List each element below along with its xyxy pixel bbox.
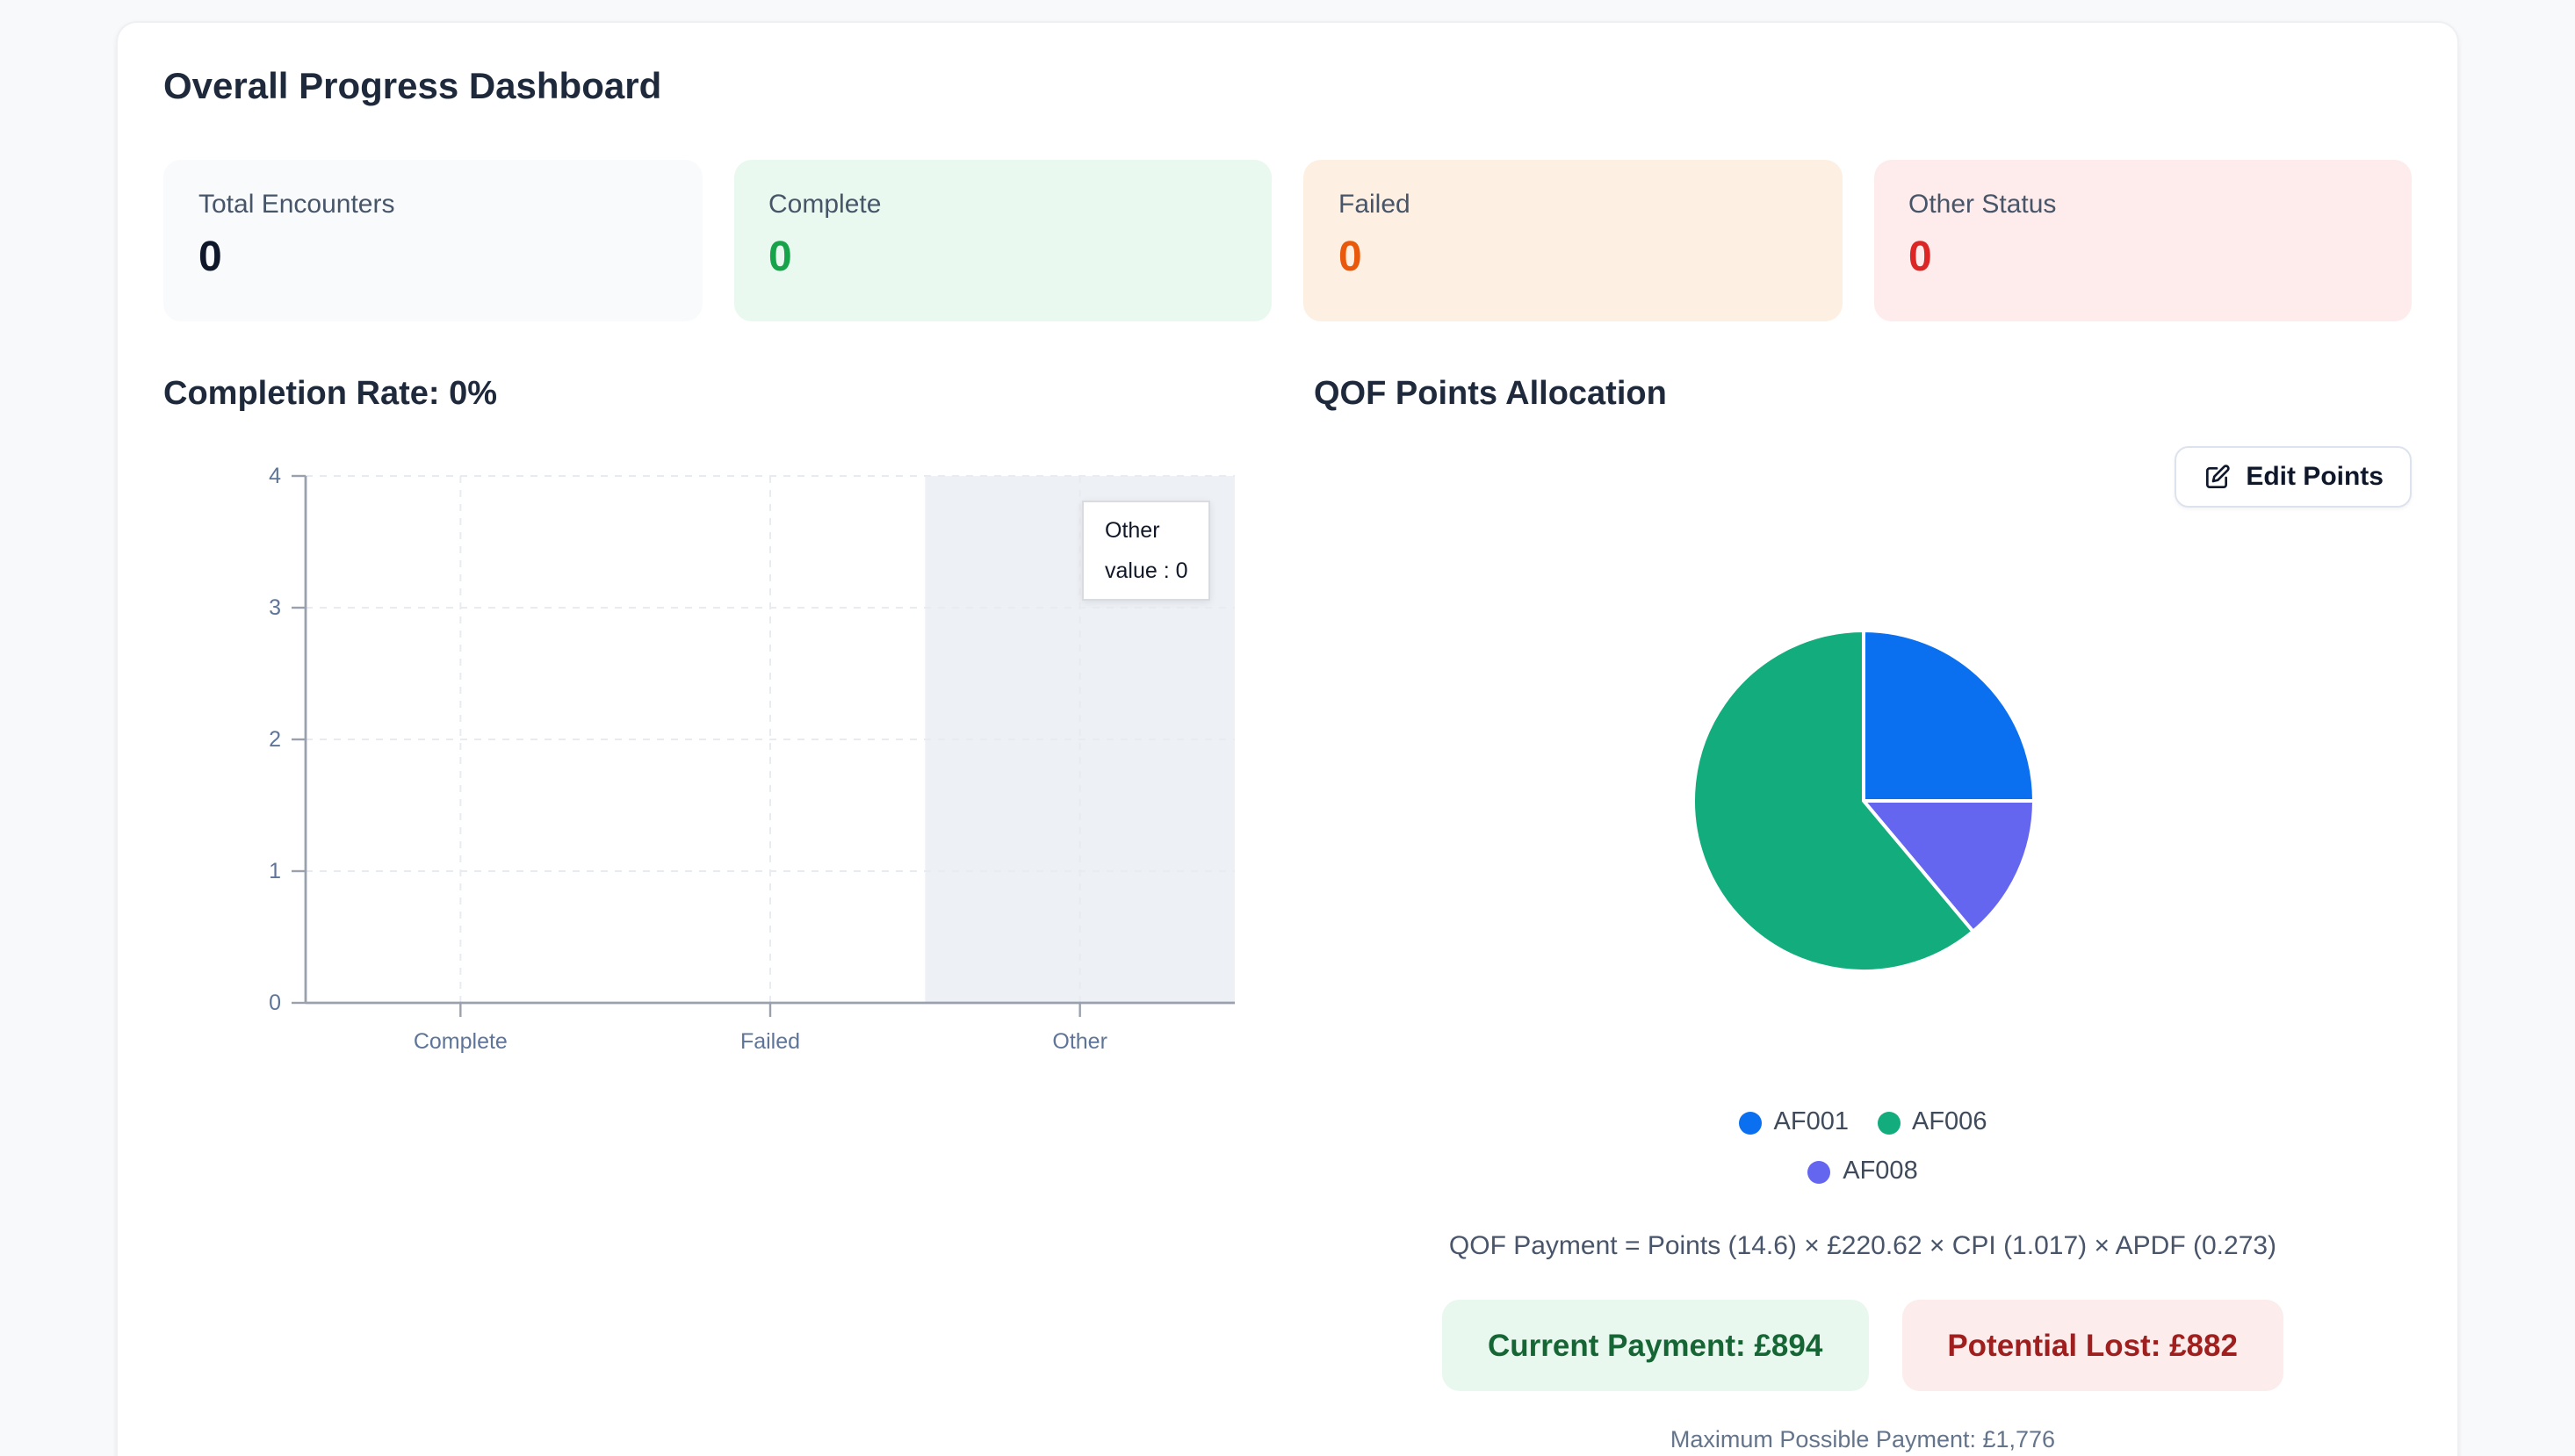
svg-text:4: 4 xyxy=(269,464,281,488)
svg-text:2: 2 xyxy=(269,727,281,752)
legend-item-af006[interactable]: AF006 xyxy=(1877,1108,1987,1136)
pie-chart-canvas[interactable] xyxy=(1687,625,2038,985)
qof-heading: QOF Points Allocation xyxy=(1314,376,1667,413)
stat-value: 0 xyxy=(1338,234,1362,281)
stat-label: Other Status xyxy=(1908,190,2057,220)
svg-text:3: 3 xyxy=(269,595,281,620)
legend-item-af008[interactable]: AF008 xyxy=(1807,1157,1918,1186)
stat-card-total-encounters: Total Encounters 0 xyxy=(163,160,702,321)
dashboard-card: Overall Progress Dashboard Total Encount… xyxy=(116,21,2459,1456)
payment-row: Current Payment: £894 Potential Lost: £8… xyxy=(1314,1300,2412,1391)
edit-row: Edit Points xyxy=(1314,446,2412,508)
stat-label: Complete xyxy=(768,190,882,220)
svg-text:Complete: Complete xyxy=(414,1029,508,1054)
qof-formula-text: QOF Payment = Points (14.6) × £220.62 × … xyxy=(1448,1231,2277,1261)
legend-label: AF001 xyxy=(1773,1108,1849,1136)
legend-item-af001[interactable]: AF001 xyxy=(1738,1108,1849,1136)
stat-value: 0 xyxy=(768,234,792,281)
edit-points-label: Edit Points xyxy=(2246,462,2384,492)
stat-label: Total Encounters xyxy=(198,190,395,220)
qof-section: QOF Points Allocation Edit Points xyxy=(1314,374,2412,1452)
pie-legend: AF001 AF006 AF008 xyxy=(1687,1108,2038,1186)
max-payment-text: Maximum Possible Payment: £1,776 xyxy=(1670,1426,2056,1452)
completion-section: Completion Rate: 0% 0 1 2 3 4 Complete Failed O… xyxy=(163,374,1314,1080)
svg-text:0: 0 xyxy=(269,991,281,1015)
svg-text:Other: Other xyxy=(1052,1029,1107,1054)
tooltip-category: Other xyxy=(1105,518,1160,543)
completion-heading: Completion Rate: 0% xyxy=(163,376,498,413)
svg-text:1: 1 xyxy=(269,859,281,883)
potential-lost-box: Potential Lost: £882 xyxy=(1901,1300,2283,1391)
stat-card-complete: Complete 0 xyxy=(733,160,1272,321)
legend-dot-icon xyxy=(1807,1160,1831,1183)
completion-bar-chart[interactable]: 0 1 2 3 4 Complete Failed Other Other value : 0 xyxy=(163,462,1238,1080)
legend-dot-icon xyxy=(1738,1111,1762,1134)
stat-card-other-status: Other Status 0 xyxy=(1873,160,2412,321)
current-payment-box: Current Payment: £894 xyxy=(1442,1300,1869,1391)
legend-label: AF006 xyxy=(1912,1108,1987,1136)
legend-label: AF008 xyxy=(1843,1157,1918,1186)
chart-tooltip: Other value : 0 xyxy=(1082,501,1211,601)
stats-row: Total Encounters 0 Complete 0 Failed 0 O… xyxy=(163,160,2412,321)
legend-dot-icon xyxy=(1877,1111,1900,1134)
stat-card-failed: Failed 0 xyxy=(1303,160,1842,321)
edit-points-button[interactable]: Edit Points xyxy=(2174,446,2412,508)
stat-label: Failed xyxy=(1338,190,1410,220)
edit-pen-icon xyxy=(2202,463,2230,491)
svg-text:Failed: Failed xyxy=(740,1029,800,1054)
tooltip-value: value : 0 xyxy=(1105,559,1188,583)
qof-pie-chart[interactable] xyxy=(1314,625,2412,985)
stat-value: 0 xyxy=(1908,234,1932,281)
stat-value: 0 xyxy=(198,234,222,281)
content-columns: Completion Rate: 0% 0 1 2 3 4 Complete Failed O… xyxy=(163,374,2412,1452)
page-title: Overall Progress Dashboard xyxy=(163,67,662,107)
bar-chart-canvas[interactable]: 0 1 2 3 4 Complete Failed Other xyxy=(163,462,1238,1089)
